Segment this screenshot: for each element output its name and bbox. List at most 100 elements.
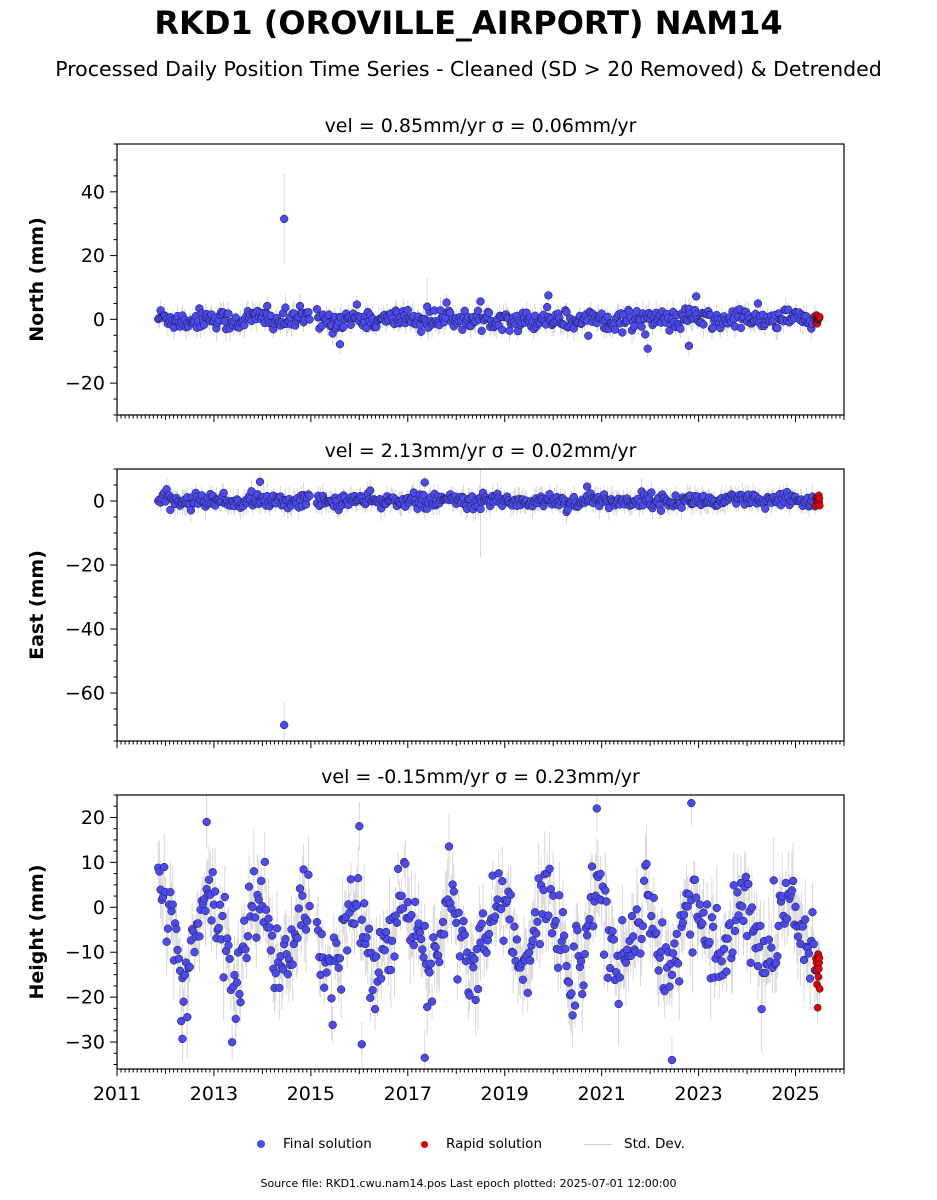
final-solution-point bbox=[532, 929, 541, 938]
final-solution-point bbox=[510, 922, 519, 931]
final-solution-point bbox=[219, 973, 228, 982]
final-solution-point bbox=[730, 926, 740, 936]
final-solution-point bbox=[656, 506, 666, 515]
final-solution-point bbox=[260, 857, 269, 867]
final-solution-point bbox=[699, 908, 708, 917]
y-tick-label: −10 bbox=[65, 942, 105, 964]
final-solution-point bbox=[465, 991, 474, 1000]
final-solution-point bbox=[801, 915, 810, 924]
chart-legend: Final solution Rapid solution Std. Dev. bbox=[0, 1136, 937, 1158]
final-solution-point bbox=[397, 891, 406, 901]
final-solution-point bbox=[232, 978, 242, 987]
final-solution-point bbox=[773, 323, 782, 333]
panel-height: −30 −20 −10 0 10 20 2011 2013 2015 2017 2019 2021 20… bbox=[26, 766, 845, 1105]
data-points bbox=[154, 798, 824, 1065]
final-solution-point bbox=[180, 970, 190, 980]
rapid-solution-point bbox=[815, 501, 824, 510]
final-solution-point bbox=[425, 968, 434, 977]
final-solution-point bbox=[675, 977, 684, 986]
final-solution-point bbox=[337, 985, 346, 994]
final-solution-point bbox=[223, 934, 232, 943]
final-solution-point bbox=[567, 989, 576, 998]
final-solution-point bbox=[362, 933, 371, 942]
final-solution-point bbox=[360, 899, 369, 908]
final-solution-point bbox=[220, 892, 229, 902]
final-solution-point bbox=[162, 937, 171, 946]
final-solution-point bbox=[630, 322, 639, 331]
final-solution-point bbox=[699, 320, 708, 329]
final-solution-point bbox=[327, 994, 336, 1003]
final-solution-point bbox=[678, 918, 687, 927]
legend-item-stddev: Std. Dev. bbox=[584, 1136, 685, 1152]
final-solution-point bbox=[484, 308, 494, 317]
final-solution-point bbox=[603, 973, 612, 982]
final-solution-point bbox=[672, 929, 681, 939]
final-solution-point bbox=[266, 946, 276, 955]
final-solution-point bbox=[195, 932, 204, 941]
final-solution-point bbox=[335, 340, 345, 349]
final-solution-point bbox=[393, 864, 403, 874]
final-solution-point bbox=[224, 941, 233, 950]
final-solution-point bbox=[512, 935, 521, 944]
final-solution-point bbox=[410, 897, 420, 907]
final-solution-point bbox=[304, 870, 313, 879]
final-solution-point bbox=[418, 945, 427, 954]
final-solution-point bbox=[243, 932, 253, 941]
final-solution-point bbox=[695, 900, 704, 909]
final-solution-point bbox=[578, 989, 587, 999]
final-solution-point bbox=[545, 864, 554, 873]
final-solution-point bbox=[707, 913, 717, 922]
panel-title: vel = 0.85mm/yr σ = 0.06mm/yr bbox=[325, 115, 637, 137]
final-solution-point bbox=[368, 985, 377, 995]
final-solution-point bbox=[225, 954, 234, 963]
plot-area bbox=[154, 795, 824, 1069]
final-solution-point bbox=[281, 934, 290, 944]
final-solution-point bbox=[357, 1040, 366, 1049]
final-solution-point bbox=[477, 919, 486, 928]
final-solution-point bbox=[547, 929, 557, 938]
final-solution-point bbox=[190, 947, 199, 957]
legend-label-rapid: Rapid solution bbox=[446, 1136, 542, 1152]
final-solution-point bbox=[423, 302, 432, 311]
final-solution-point bbox=[809, 939, 818, 949]
final-solution-point bbox=[688, 948, 697, 957]
final-solution-point bbox=[426, 959, 435, 968]
final-solution-point bbox=[280, 214, 289, 224]
final-solution-point bbox=[692, 893, 701, 902]
final-solution-point bbox=[458, 325, 467, 334]
final-solution-point bbox=[230, 970, 239, 980]
final-solution-point bbox=[304, 308, 313, 317]
final-solution-point bbox=[386, 965, 395, 975]
final-solution-point bbox=[676, 324, 685, 334]
final-solution-point bbox=[427, 997, 437, 1006]
final-solution-point bbox=[602, 897, 611, 906]
final-solution-point bbox=[332, 938, 341, 948]
figure-title: RKD1 (OROVILLE_AIRPORT) NAM14 bbox=[154, 4, 783, 42]
final-solution-point bbox=[576, 957, 586, 966]
final-solution-point bbox=[498, 876, 507, 886]
final-solution-point bbox=[482, 948, 491, 957]
final-solution-point bbox=[459, 916, 468, 926]
final-solution-point bbox=[204, 875, 214, 884]
x-tick-label: 2025 bbox=[771, 1083, 819, 1105]
final-solution-point bbox=[739, 916, 748, 926]
final-solution-point bbox=[564, 978, 574, 987]
final-solution-point bbox=[649, 893, 658, 903]
final-solution-point bbox=[403, 305, 412, 315]
final-solution-point bbox=[255, 477, 265, 486]
final-solution-point bbox=[366, 993, 375, 1003]
final-solution-point bbox=[753, 961, 763, 971]
final-solution-point bbox=[357, 915, 366, 924]
final-solution-point bbox=[526, 956, 535, 965]
final-solution-point bbox=[555, 891, 564, 900]
final-solution-point bbox=[409, 940, 419, 950]
y-tick-label: 0 bbox=[93, 491, 105, 513]
final-solution-point bbox=[257, 876, 266, 886]
final-solution-point bbox=[722, 967, 731, 976]
final-solution-point bbox=[366, 486, 375, 495]
y-tick-label: 20 bbox=[81, 807, 105, 829]
final-solution-point bbox=[712, 903, 721, 913]
y-tick-label: 20 bbox=[81, 245, 105, 267]
final-solution-point bbox=[263, 301, 272, 311]
final-solution-point bbox=[592, 804, 601, 813]
